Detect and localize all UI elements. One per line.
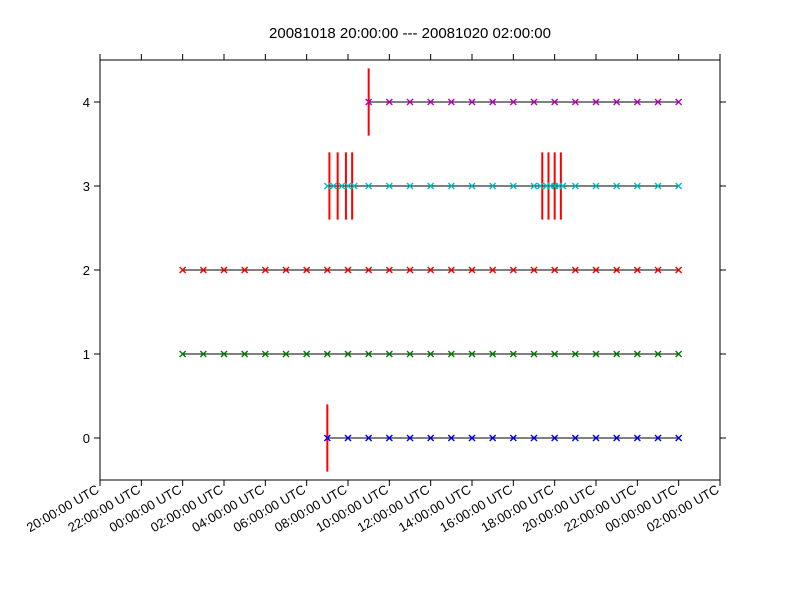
y-tick-label: 1 bbox=[83, 347, 90, 362]
y-tick-label: 2 bbox=[83, 263, 90, 278]
y-tick-label: 3 bbox=[83, 179, 90, 194]
y-tick-label: 0 bbox=[83, 431, 90, 446]
chart-title: 20081018 20:00:00 --- 20081020 02:00:00 bbox=[269, 25, 551, 42]
chart-svg: 20081018 20:00:00 --- 20081020 02:00:00 0… bbox=[0, 0, 800, 600]
y-tick-label: 4 bbox=[83, 95, 90, 110]
chart-container: 20081018 20:00:00 --- 20081020 02:00:00 0… bbox=[0, 0, 800, 600]
